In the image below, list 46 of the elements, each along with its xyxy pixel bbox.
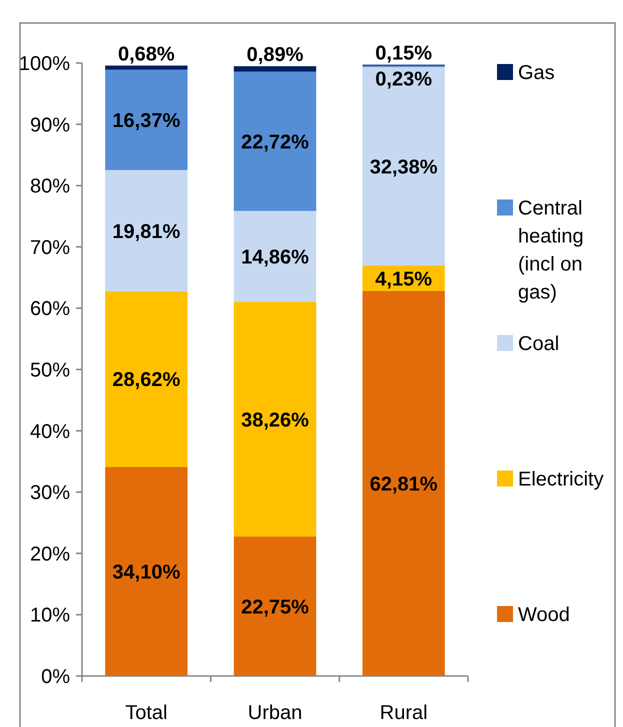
- data-label: 22,72%: [241, 131, 310, 154]
- data-label: 4,15%: [375, 268, 432, 290]
- x-tick-label: Urban: [248, 702, 302, 724]
- bar: [234, 72, 316, 211]
- y-tick-label: 70%: [30, 236, 70, 259]
- bar: [105, 66, 188, 70]
- y-tick-label: 30%: [30, 482, 70, 504]
- legend-label: Coal: [518, 333, 560, 355]
- y-tick-label: 80%: [30, 176, 70, 198]
- data-label: 32,38%: [370, 156, 438, 178]
- y-tick-label: 100%: [18, 53, 70, 75]
- y-tick-label: 90%: [30, 114, 70, 136]
- y-tick-label: 50%: [30, 360, 70, 382]
- data-label: 62,81%: [370, 473, 438, 496]
- data-label: 0,68%: [118, 44, 175, 66]
- legend-label: Electricity: [518, 468, 604, 490]
- data-label: 19,81%: [112, 220, 180, 243]
- data-label: 0,23%: [375, 68, 432, 91]
- bar: [105, 292, 188, 467]
- bar: [234, 302, 316, 537]
- data-label: 22,75%: [241, 596, 310, 618]
- x-tick-label: Rural: [380, 702, 428, 724]
- bar: [234, 66, 316, 72]
- y-tick-label: 0%: [41, 666, 70, 688]
- bar: [362, 67, 445, 266]
- data-label: 14,86%: [241, 246, 310, 268]
- data-label: 38,26%: [241, 409, 310, 432]
- bar: [234, 210, 316, 302]
- bar: [362, 290, 445, 676]
- bar: [105, 70, 188, 170]
- y-tick-label: 10%: [30, 604, 70, 627]
- data-label: 0,15%: [375, 42, 432, 65]
- bar: [234, 536, 316, 676]
- data-label: 28,62%: [112, 369, 180, 392]
- y-tick-label: 20%: [30, 543, 70, 566]
- y-tick-label: 40%: [30, 420, 70, 443]
- bar: [105, 170, 188, 292]
- x-tick-label: Total: [125, 702, 168, 724]
- legend-label: Central heating (incl on gas): [518, 198, 584, 304]
- legend-label: Wood: [518, 604, 570, 626]
- bar: [105, 466, 188, 676]
- data-label: 0,89%: [246, 44, 304, 66]
- data-label: 16,37%: [112, 110, 180, 132]
- data-label: 34,10%: [112, 561, 180, 584]
- legend-label: Gas: [518, 62, 555, 84]
- y-tick-label: 60%: [30, 298, 70, 320]
